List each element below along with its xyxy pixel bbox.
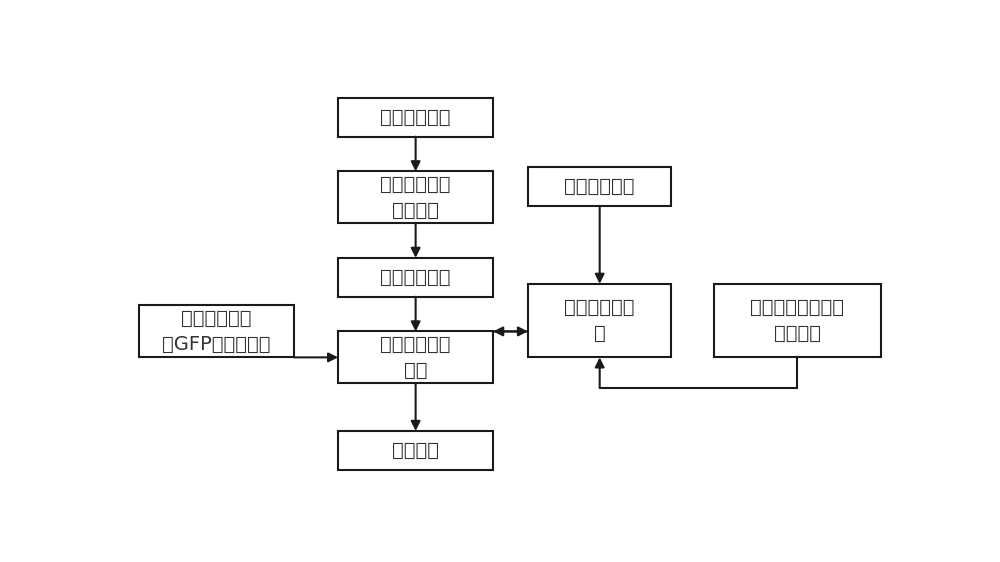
Bar — [528, 167, 671, 206]
Text: 野生型对照向日葵
种子萌发: 野生型对照向日葵 种子萌发 — [750, 298, 844, 343]
Text: 向日葵复合株: 向日葵复合株 — [380, 268, 451, 287]
Bar — [714, 284, 881, 357]
Bar — [338, 98, 493, 137]
Text: 列当抗性体外
检测: 列当抗性体外 检测 — [380, 334, 451, 380]
Bar — [338, 431, 493, 470]
Bar — [338, 258, 493, 297]
Text: 转化发根鉴定
（GFP表达检测）: 转化发根鉴定 （GFP表达检测） — [162, 309, 271, 354]
Text: 转化载体构建: 转化载体构建 — [380, 108, 451, 126]
Bar — [338, 171, 493, 223]
Text: 抗性评估: 抗性评估 — [392, 441, 439, 460]
Bar — [528, 284, 671, 357]
Bar — [338, 332, 493, 383]
Text: 列当种子预培
养: 列当种子预培 养 — [564, 298, 635, 343]
Text: 列当种子消毒: 列当种子消毒 — [564, 177, 635, 196]
Text: 向日葵根癌农
杆菌转化: 向日葵根癌农 杆菌转化 — [380, 175, 451, 220]
Bar — [139, 306, 294, 357]
